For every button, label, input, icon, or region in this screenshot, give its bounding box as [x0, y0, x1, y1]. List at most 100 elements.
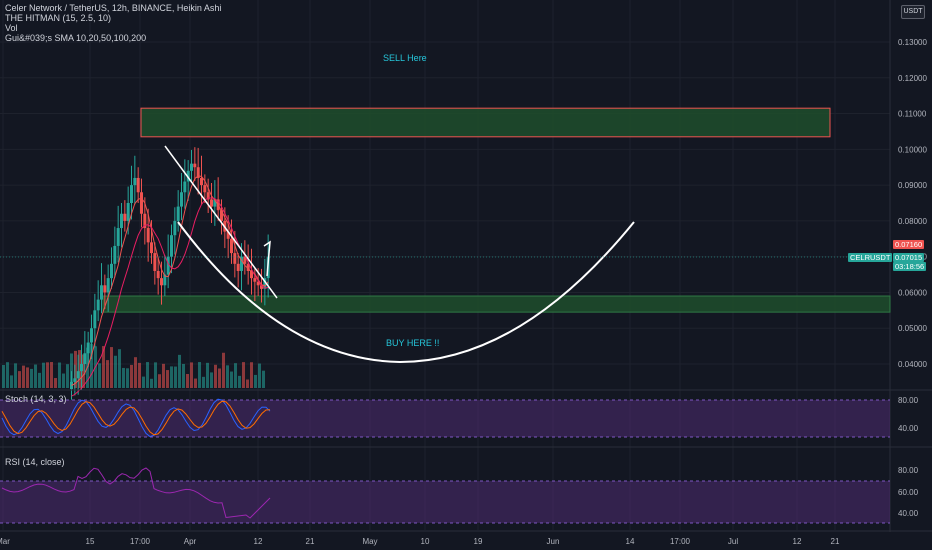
current-price-tag: 0.07015 — [893, 253, 925, 262]
volume-bar — [166, 370, 169, 388]
time-tick-label: 12 — [793, 537, 802, 546]
candle-body — [240, 256, 243, 271]
price-tick-label: 0.04000 — [898, 360, 927, 369]
volume-bar — [258, 363, 261, 388]
volume-bar — [30, 368, 33, 388]
candle-body — [250, 270, 253, 279]
volume-bar — [158, 374, 161, 388]
volume-bar — [14, 363, 17, 388]
sma-line-fast — [71, 175, 269, 386]
volume-bar — [226, 365, 229, 388]
volume-bar — [234, 363, 237, 388]
volume-bar — [254, 374, 257, 388]
time-tick-label: 19 — [474, 537, 483, 546]
candle-body — [256, 281, 260, 286]
volume-bar — [162, 363, 165, 388]
time-tick-label: 15 — [86, 537, 95, 546]
volume-bar — [70, 353, 73, 388]
candle-body — [150, 242, 153, 254]
rsi-label[interactable]: RSI (14, close) — [5, 457, 65, 467]
candle-body — [166, 256, 170, 275]
volume-bar — [198, 362, 201, 388]
volume-bar — [38, 372, 41, 388]
indicator-volume-label[interactable]: Vol — [5, 23, 18, 33]
candle-body — [230, 238, 233, 254]
stoch-band — [0, 400, 890, 437]
volume-bar — [194, 378, 197, 388]
volume-bar — [238, 375, 241, 388]
candle-body — [76, 371, 80, 379]
volume-bar — [134, 357, 137, 388]
candle-body — [73, 378, 77, 382]
sma-line-slow — [71, 197, 269, 397]
sell-zone — [140, 107, 831, 138]
candle-body — [146, 228, 150, 243]
volume-bar — [82, 354, 85, 388]
volume-bar — [250, 362, 253, 388]
indicator-hitman-label[interactable]: THE HITMAN (15, 2.5, 10) — [5, 13, 112, 23]
candle-body — [163, 274, 167, 286]
candle-body — [233, 253, 237, 264]
candle-body — [80, 364, 83, 372]
rsi-line — [1, 467, 271, 519]
volume-bar — [206, 362, 209, 388]
time-tick-label: 14 — [626, 537, 635, 546]
price-tick-label: 0.10000 — [898, 145, 927, 154]
volume-bar — [242, 362, 245, 388]
candle-body — [196, 167, 200, 178]
volume-bar — [66, 364, 69, 388]
candle-body — [263, 278, 267, 289]
volume-bar — [34, 364, 37, 388]
candle-body — [103, 285, 107, 293]
volume-bar — [186, 374, 189, 388]
candle-body — [246, 263, 250, 271]
volume-bar — [142, 376, 145, 388]
candles — [70, 147, 270, 400]
candle-body — [153, 253, 157, 271]
volume-bar — [18, 371, 21, 388]
candle-body — [143, 213, 147, 229]
time-tick-label: 21 — [831, 537, 840, 546]
volume-bars — [2, 343, 265, 388]
volume-bar — [78, 350, 81, 388]
candle-body — [93, 310, 97, 329]
stoch-label[interactable]: Stoch (14, 3, 3) — [5, 394, 67, 404]
volume-bar — [10, 375, 13, 388]
volume-bar — [118, 349, 121, 388]
candle-body — [210, 199, 213, 207]
volume-bar — [106, 360, 109, 388]
currency-button[interactable]: USDT — [901, 5, 925, 19]
volume-bar — [262, 370, 265, 388]
time-tick-label: Mar — [0, 537, 10, 546]
stoch-tick-label: 80.00 — [898, 396, 919, 405]
candle-body — [90, 328, 93, 343]
volume-bar — [122, 367, 125, 388]
volume-bar — [130, 364, 133, 388]
symbol-title[interactable]: Celer Network / TetherUS, 12h, BINANCE, … — [5, 3, 222, 13]
rsi-tick-label: 60.00 — [898, 488, 919, 497]
symbol-price-tag: CELRUSDT — [848, 253, 893, 262]
candle-body — [123, 213, 127, 221]
rsi-band — [0, 481, 890, 523]
volume-bar — [218, 368, 221, 388]
volume-bar — [178, 354, 181, 388]
time-tick-label: 10 — [421, 537, 430, 546]
price-tick-label: 0.12000 — [898, 74, 927, 83]
volume-bar — [58, 362, 61, 388]
price-tick-label: 0.08000 — [898, 217, 927, 226]
last-price-tag: 0.07160 — [893, 240, 925, 249]
volume-bar — [2, 365, 5, 388]
rsi-tick-label: 40.00 — [898, 509, 919, 518]
volume-bar — [182, 363, 185, 388]
indicator-sma-label[interactable]: Gui&#039;s SMA 10,20,50,100,200 — [5, 33, 147, 43]
volume-bar — [214, 364, 217, 388]
volume-bar — [138, 362, 141, 388]
candle-body — [183, 181, 187, 193]
price-tick-label: 0.05000 — [898, 324, 927, 333]
candle-body — [260, 285, 263, 289]
time-tick-label: May — [362, 537, 377, 546]
candle-body — [220, 210, 223, 221]
candle-body — [253, 278, 257, 282]
volume-bar — [54, 378, 57, 388]
